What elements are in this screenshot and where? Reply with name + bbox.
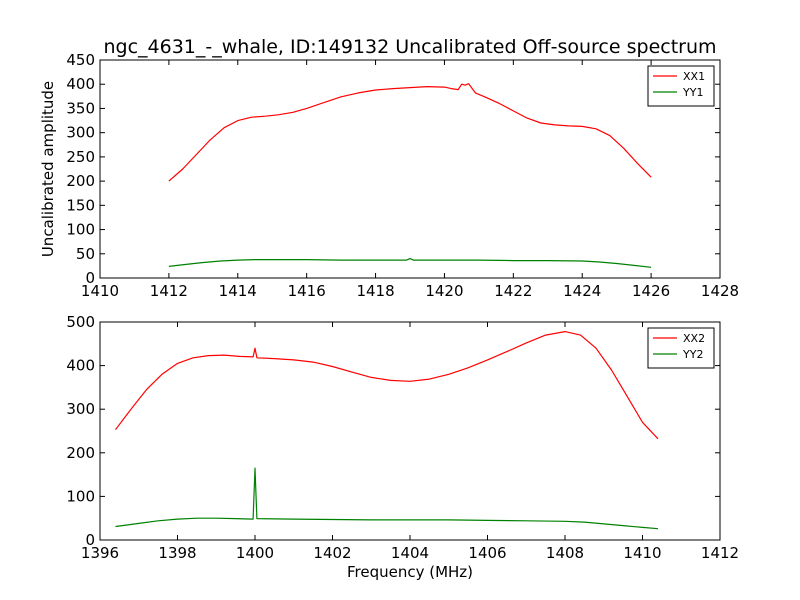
x-tick-label: 1418 (356, 282, 394, 300)
x-tick-label: 1404 (391, 544, 429, 562)
y-tick-label: 300 (66, 400, 95, 418)
y-tick-label: 0 (85, 531, 95, 549)
series-line-xx2 (115, 331, 659, 440)
panel-2: 1396 1398 1400 1402 1404 1406 1408 1410 1412 0 100… (66, 313, 739, 562)
legend-label-yy2: YY2 (682, 348, 703, 361)
x-tick-label: 1416 (288, 282, 326, 300)
x-tick-label: 1420 (425, 282, 463, 300)
x-tick-label: 1424 (563, 282, 601, 300)
x-axis-label: Frequency (MHz) (347, 563, 473, 581)
series-line-yy2 (115, 467, 659, 530)
y-tick-label: 100 (66, 487, 95, 505)
series-line-xx1 (168, 83, 652, 182)
x-tick-label: 1408 (546, 544, 584, 562)
x-tick-label: 1406 (468, 544, 506, 562)
x-tick-label: 1414 (219, 282, 257, 300)
x-tick-label: 1426 (632, 282, 670, 300)
x-tick-label: 1410 (81, 282, 119, 300)
y-tick-label: 350 (66, 99, 95, 117)
y-tick-label: 200 (66, 444, 95, 462)
legend-label-xx2: XX2 (683, 332, 705, 345)
plot-frame (99, 59, 721, 279)
chart-title: ngc_4631_-_whale, ID:149132 Uncalibrated… (103, 36, 716, 58)
y-tick-label: 50 (76, 245, 95, 263)
x-tick-label: 1400 (236, 544, 274, 562)
y-tick-label: 250 (66, 148, 95, 166)
y-tick-label: 200 (66, 172, 95, 190)
y-tick-label: 0 (85, 269, 95, 287)
x-tick-label: 1398 (158, 544, 196, 562)
x-tick-label: 1428 (701, 282, 739, 300)
y-tick-label: 500 (66, 313, 95, 331)
x-tick-label: 1396 (81, 544, 119, 562)
x-tick-label: 1422 (494, 282, 532, 300)
legend-box (647, 327, 715, 369)
y-tick-label: 300 (66, 124, 95, 142)
legend-box (647, 65, 715, 107)
panel-1: 1410 1412 1414 1416 1418 1420 1422 1424 1426 1428… (66, 51, 739, 300)
x-tick-label: 1402 (313, 544, 351, 562)
legend-label-yy1: YY1 (682, 86, 703, 99)
y-tick-label: 400 (66, 357, 95, 375)
x-tick-label: 1412 (150, 282, 188, 300)
x-tick-label: 1410 (623, 544, 661, 562)
y-tick-label: 400 (66, 75, 95, 93)
y-tick-label: 150 (66, 196, 95, 214)
y-tick-label: 450 (66, 51, 95, 69)
plot-panels: 1410 1412 1414 1416 1418 1420 1422 1424 1426 1428… (66, 51, 739, 562)
legend-label-xx1: XX1 (683, 70, 705, 83)
y-tick-label: 100 (66, 221, 95, 239)
series-line-yy1 (168, 258, 652, 268)
y-axis-label: Uncalibrated amplitude (39, 81, 57, 257)
x-tick-label: 1412 (701, 544, 739, 562)
